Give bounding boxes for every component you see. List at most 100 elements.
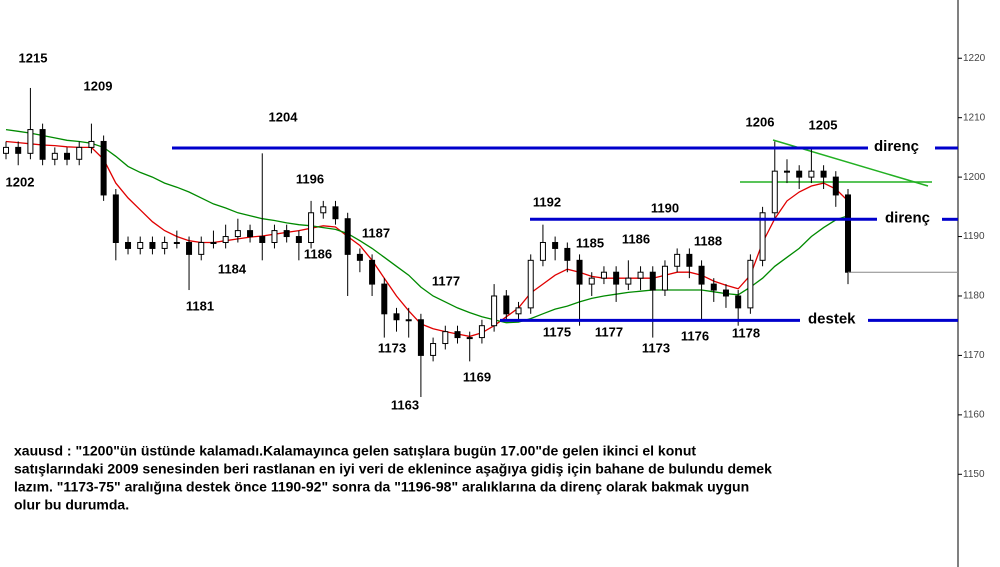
price-label: 1209 [84, 78, 113, 93]
candle-body [845, 194, 851, 273]
candle-body [247, 230, 254, 238]
price-label: 1206 [746, 114, 775, 129]
price-label: 1187 [362, 225, 390, 240]
candle-body [820, 170, 827, 178]
candle-body [759, 212, 766, 261]
candle-body [722, 289, 729, 297]
price-label: 1196 [296, 171, 324, 186]
moving-average [5, 128, 849, 324]
candle-body [88, 140, 95, 148]
y-tick-label: 1150 [963, 469, 985, 480]
candle-body [186, 241, 193, 255]
candle-body [539, 241, 546, 261]
candle-body [210, 241, 217, 244]
candle-body [308, 212, 315, 243]
candle-body [613, 271, 620, 285]
candle-body [527, 259, 534, 309]
candle-body [283, 230, 290, 238]
price-label: 1190 [651, 200, 679, 215]
candle-body [430, 343, 437, 356]
price-label: 1177 [432, 273, 460, 288]
candle-body [686, 253, 693, 267]
candle-body [39, 129, 46, 160]
candle-body [149, 241, 156, 249]
candle-body [64, 152, 71, 160]
candle-body [137, 241, 144, 249]
candle-body [783, 170, 790, 173]
candle-body [369, 259, 376, 285]
level-label: direnç [874, 138, 919, 155]
price-label: 1215 [19, 50, 48, 65]
price-label: 1202 [6, 174, 35, 189]
candle-body [625, 277, 632, 285]
candle-body [478, 325, 485, 339]
y-tick-label: 1170 [963, 350, 985, 361]
candle-body [405, 319, 412, 322]
candle-body [710, 283, 717, 291]
candle-body [222, 236, 229, 243]
candle-body [698, 265, 705, 285]
candle-body [417, 319, 424, 356]
price-label: 1173 [378, 340, 406, 355]
candle-body [356, 253, 363, 261]
price-label: 1181 [186, 298, 214, 313]
candle-body [295, 236, 302, 243]
candle-body [503, 295, 510, 315]
candle-body [161, 241, 168, 249]
candle-body [112, 194, 119, 243]
y-tick-label: 1200 [963, 172, 986, 183]
candle-body [466, 337, 473, 340]
price-label: 1184 [218, 261, 247, 276]
price-label: 1175 [543, 324, 571, 339]
price-label: 1169 [463, 369, 491, 384]
price-label: 1186 [622, 231, 650, 246]
price-label: 1176 [681, 328, 709, 343]
commentary-line: xauusd : "1200"ün üstünde kalamadı.Kalam… [14, 443, 696, 459]
candle-body [381, 283, 388, 315]
price-label: 1188 [694, 233, 722, 248]
candle-body [649, 271, 656, 291]
price-label: 1177 [595, 324, 623, 339]
price-label: 1186 [304, 246, 332, 261]
candle-body [832, 176, 839, 196]
candle-body [454, 331, 461, 339]
candle-body [747, 259, 754, 309]
candle-body [332, 206, 339, 220]
candle-body [344, 218, 351, 255]
price-label: 1185 [576, 235, 604, 250]
candle-body [271, 230, 278, 243]
commentary-line: olur bu durumda. [14, 497, 129, 513]
y-tick-label: 1180 [963, 291, 985, 302]
candle-body [674, 253, 681, 267]
y-tick-label: 1190 [963, 231, 985, 242]
candle-body [808, 170, 815, 178]
candle-body [76, 146, 83, 160]
price-label: 1163 [391, 397, 419, 412]
commentary-line: lazım. "1173-75" aralığına destek önce 1… [14, 479, 749, 495]
candle-body [771, 170, 778, 214]
candle-body [515, 307, 522, 315]
price-label: 1178 [732, 325, 760, 340]
moving-average [5, 140, 849, 338]
candle-body [320, 206, 327, 214]
candle-body [735, 295, 742, 309]
level-label: direnç [885, 209, 930, 226]
candle-body [442, 331, 449, 345]
price-label: 1192 [533, 194, 561, 209]
y-tick-label: 1160 [963, 409, 985, 420]
candle-body [576, 259, 583, 285]
price-label: 1173 [642, 340, 670, 355]
candle-body [796, 170, 803, 178]
y-tick-label: 1210 [963, 112, 986, 123]
price-label: 1204 [269, 109, 299, 124]
candle-body [588, 277, 595, 285]
commentary-line: satışlarındaki 2009 senesinden beri rast… [14, 461, 772, 477]
candle-body [393, 313, 400, 321]
price-label: 1205 [809, 117, 838, 132]
candle-body [15, 146, 22, 154]
y-tick-label: 1220 [963, 53, 986, 64]
candle-body [259, 236, 266, 243]
candle-body [173, 241, 180, 244]
